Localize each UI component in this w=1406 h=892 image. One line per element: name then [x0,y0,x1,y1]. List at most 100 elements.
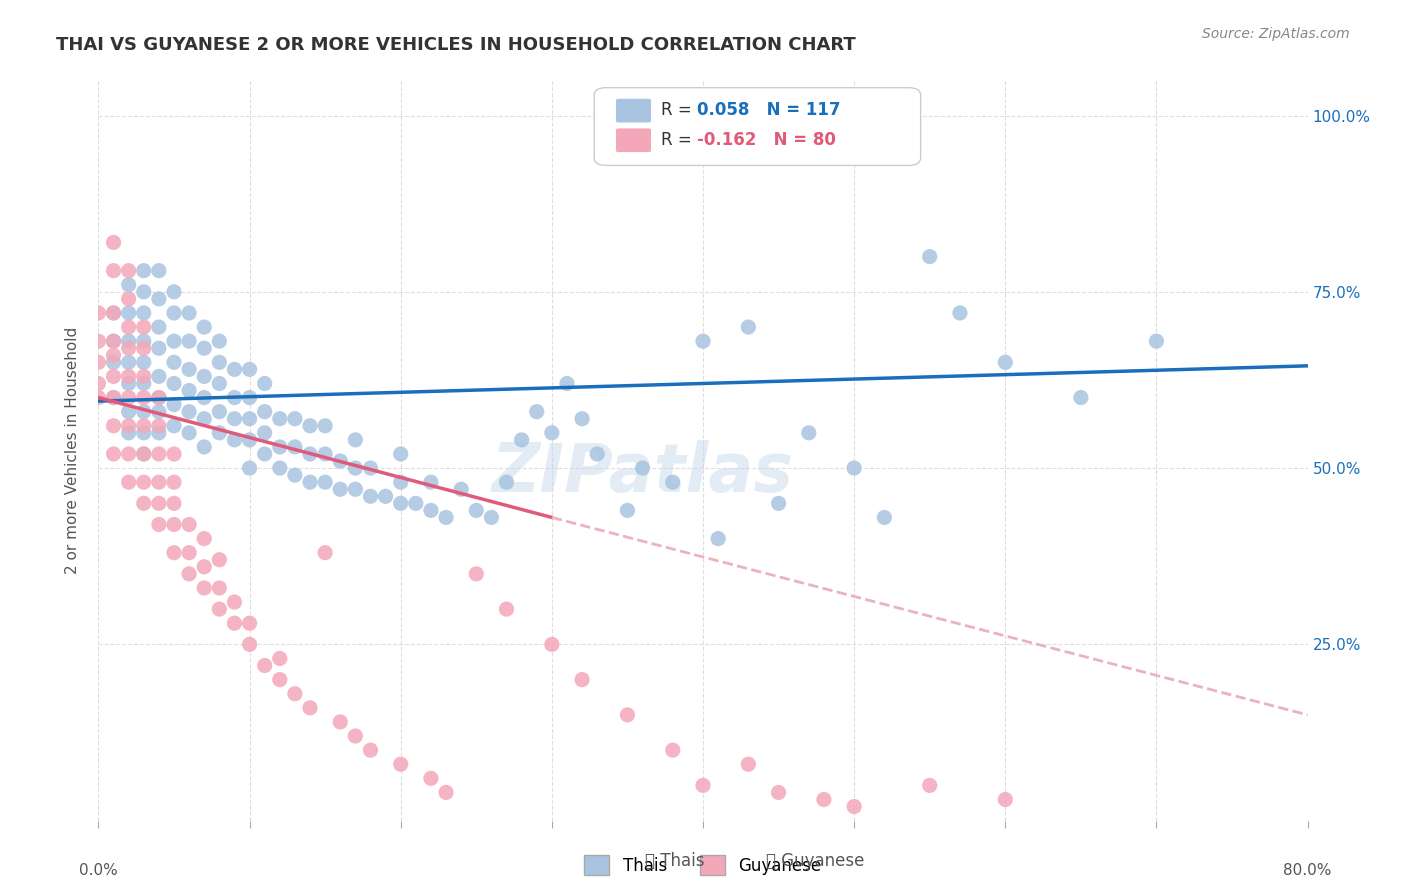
Point [118,418,141,433]
Point [118,369,141,384]
Point [299,447,322,461]
Point [179,566,201,581]
Point [208,405,231,419]
Point [344,461,367,475]
Point [193,411,215,425]
Point [873,510,896,524]
Point [132,285,155,299]
Point [269,651,291,665]
Point [299,701,322,715]
Text: THAI VS GUYANESE 2 OR MORE VEHICLES IN HOUSEHOLD CORRELATION CHART: THAI VS GUYANESE 2 OR MORE VEHICLES IN H… [56,36,856,54]
Point [269,440,291,454]
Point [148,405,170,419]
Point [179,362,201,376]
Point [434,510,457,524]
Text: R =: R = [661,130,697,148]
Point [571,673,593,687]
Point [586,447,609,461]
Point [118,277,141,292]
Point [193,341,215,355]
Point [239,433,262,447]
Point [389,475,412,490]
Text: 80.0%: 80.0% [1284,863,1331,878]
Point [284,411,307,425]
Point [224,433,246,447]
Point [253,376,276,391]
Point [239,461,262,475]
Point [118,334,141,348]
Point [132,447,155,461]
Point [918,250,941,264]
Point [148,425,170,440]
Point [179,405,201,419]
Point [87,355,110,369]
Point [118,306,141,320]
Point [132,475,155,490]
Point [540,425,562,440]
Point [87,391,110,405]
Point [87,306,110,320]
Point [163,306,186,320]
Point [132,306,155,320]
Point [224,595,246,609]
Point [208,355,231,369]
Point [239,637,262,651]
Point [239,616,262,631]
Point [103,391,125,405]
Point [132,341,155,355]
Point [163,355,186,369]
Point [420,475,443,490]
Point [389,757,412,772]
Point [132,425,155,440]
Point [103,235,125,250]
Point [103,334,125,348]
Point [148,391,170,405]
Text: R =: R = [661,101,697,119]
Point [148,418,170,433]
Point [179,425,201,440]
Point [118,320,141,334]
FancyBboxPatch shape [616,99,651,122]
Point [132,447,155,461]
Point [148,447,170,461]
Point [208,581,231,595]
Point [692,778,714,792]
Point [193,581,215,595]
Point [163,285,186,299]
Point [269,461,291,475]
Text: ZIPatlas: ZIPatlas [492,440,793,506]
Point [344,433,367,447]
Point [103,306,125,320]
Point [360,743,382,757]
Point [132,369,155,384]
Point [87,334,110,348]
Point [163,447,186,461]
Point [420,772,443,786]
Point [193,320,215,334]
Point [132,376,155,391]
Text: ⬜ Thais: ⬜ Thais [645,852,704,870]
Point [208,334,231,348]
Point [661,743,683,757]
Text: Source: ZipAtlas.com: Source: ZipAtlas.com [1202,27,1350,41]
Point [389,447,412,461]
Point [465,566,488,581]
Point [118,405,141,419]
Text: 0.058   N = 117: 0.058 N = 117 [697,101,841,119]
FancyBboxPatch shape [595,87,921,165]
Point [344,729,367,743]
Point [434,785,457,799]
Point [253,447,276,461]
Point [163,546,186,560]
Point [179,306,201,320]
Point [132,355,155,369]
Point [1070,391,1092,405]
Point [768,496,790,510]
Point [329,714,352,729]
Point [269,411,291,425]
Point [299,418,322,433]
Point [208,376,231,391]
Point [344,482,367,496]
Point [118,341,141,355]
Point [239,362,262,376]
